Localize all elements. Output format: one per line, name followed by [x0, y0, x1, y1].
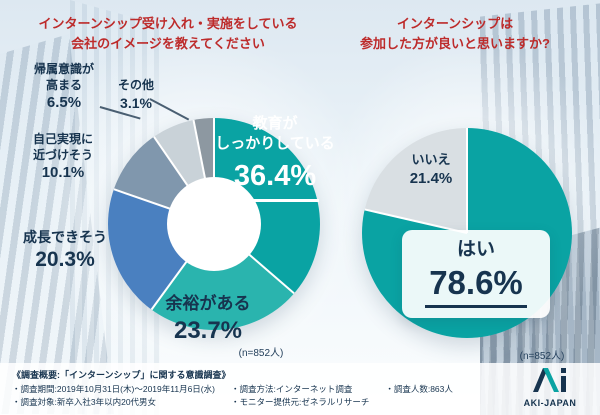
- segment-label-self-actualization-line2: 近づけそう: [32, 147, 93, 162]
- segment-label-no-text: いいえ: [411, 152, 451, 167]
- aki-japan-logo: AKI-JAPAN: [510, 368, 590, 408]
- sample-size-right: (n=852人): [519, 351, 565, 362]
- survey-col-2: ・調査方法:インターネット調査 ・モニター提供元:ゼネラルリサーチ: [231, 383, 369, 409]
- segment-value-education: 36.4%: [230, 155, 320, 202]
- survey-item-method: ・調査方法:インターネット調査: [230, 384, 353, 394]
- segment-value-belonging: 6.5%: [46, 94, 82, 112]
- segment-value-self-actualization: 10.1%: [41, 164, 85, 182]
- right-chart-title-line2: 参加した方が良いと思いますか?: [360, 36, 550, 52]
- segment-value-other: 3.1%: [120, 94, 152, 111]
- donut-chart-hole: [167, 177, 261, 271]
- survey-overview-footer: 《調査概要:「インターンシップ」に関する意識調査》 ・調査期間:2019年10月…: [0, 363, 600, 415]
- left-chart-title-line1: インターンシップ受け入れ・実施をしている: [38, 16, 298, 31]
- survey-item-target: ・調査対象:新卒入社3年以内20代男女: [12, 397, 157, 408]
- segment-label-belonging-line1: 帰属意識が: [33, 62, 94, 76]
- segment-label-education-line2: しっかりしている: [215, 134, 335, 152]
- segment-value-growth: 20.3%: [35, 248, 95, 272]
- segment-label-leeway-text: 余裕がある: [165, 294, 251, 313]
- segment-label-education-line1: 教育が: [252, 115, 298, 132]
- survey-overview-columns: ・調査期間:2019年10月31日(木)〜2019年11月6日(水) ・調査対象…: [12, 383, 496, 409]
- right-chart-title: インターンシップは 参加した方が良いと思いますか?: [338, 14, 572, 54]
- aki-japan-logo-text: AKI-JAPAN: [523, 398, 577, 408]
- segment-label-other: その他 3.1%: [102, 78, 170, 114]
- segment-value-leeway: 23.7%: [173, 317, 243, 345]
- company-image-donut-chart: [108, 118, 320, 330]
- segment-label-self-actualization: 自己実現に 近づけそう 10.1%: [14, 132, 112, 184]
- survey-item-count: ・調査人数:863人: [385, 384, 453, 394]
- segment-label-belonging: 帰属意識が 高まる 6.5%: [18, 62, 110, 114]
- left-chart-title-line2: 会社のイメージを教えてください: [71, 36, 265, 52]
- sample-size-left: (n=852人): [238, 348, 284, 359]
- segment-label-yes-text: はい: [456, 239, 495, 260]
- segment-label-growth-text: 成長できそう: [23, 229, 107, 245]
- segment-label-growth: 成長できそう 20.3%: [10, 228, 120, 273]
- segment-label-education: 教育が しっかりしている 36.4%: [200, 114, 350, 202]
- survey-col-3: ・調査人数:863人: [385, 383, 453, 409]
- survey-col-1: ・調査期間:2019年10月31日(木)〜2019年11月6日(水) ・調査対象…: [12, 383, 215, 409]
- segment-label-belonging-line2: 高まる: [45, 77, 82, 92]
- segment-label-self-actualization-line1: 自己実現に: [32, 132, 93, 146]
- segment-value-no: 21.4%: [409, 169, 453, 187]
- segment-label-leeway: 余裕がある 23.7%: [138, 293, 278, 346]
- survey-item-monitor: ・モニター提供元:ゼネラルリサーチ: [230, 397, 370, 408]
- survey-item-period: ・調査期間:2019年10月31日(木)〜2019年11月6日(水): [12, 384, 215, 394]
- left-chart-title: インターンシップ受け入れ・実施をしている 会社のイメージを教えてください: [18, 14, 318, 54]
- survey-overview-heading: 《調査概要:「インターンシップ」に関する意識調査》: [12, 370, 231, 380]
- aki-japan-logo-mark: [533, 368, 566, 392]
- segment-label-no: いいえ 21.4%: [392, 152, 470, 190]
- segment-label-other-text: その他: [117, 78, 154, 92]
- segment-label-yes-card: はい 78.6%: [402, 230, 550, 318]
- right-chart-title-line1: インターンシップは: [396, 16, 514, 31]
- segment-value-yes: 78.6%: [425, 262, 527, 308]
